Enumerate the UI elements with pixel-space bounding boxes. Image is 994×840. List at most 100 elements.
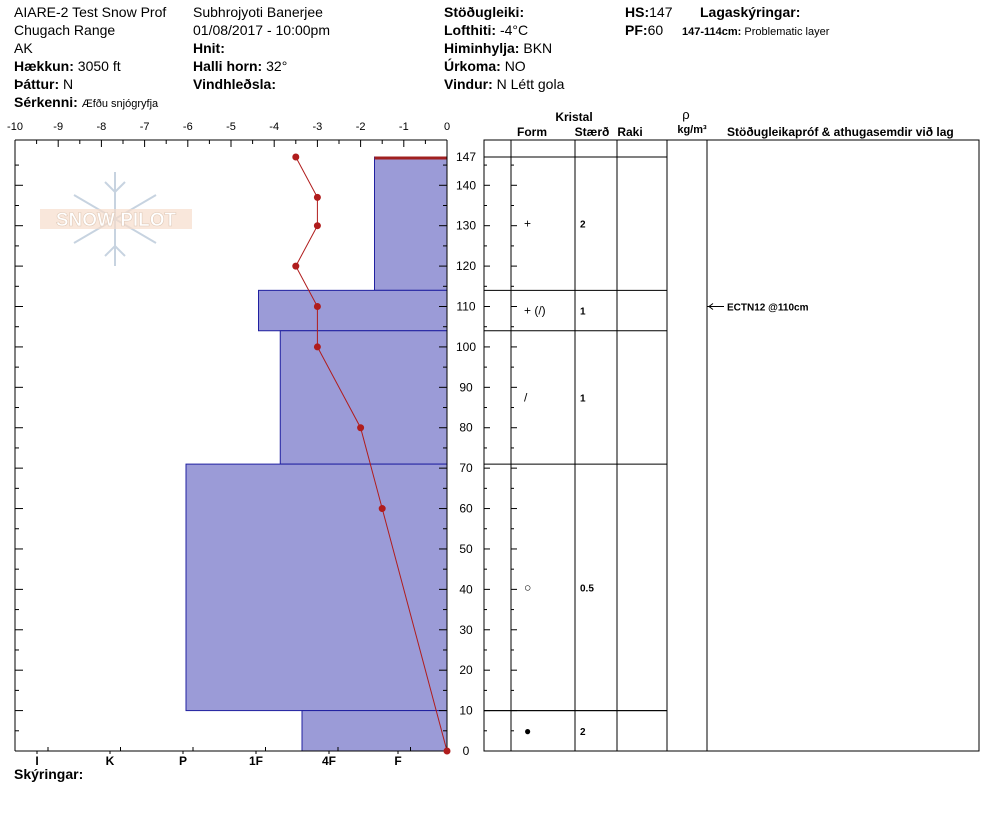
crystal-header: Kristal [555, 110, 592, 124]
grain-size: 2 [580, 220, 586, 231]
legend-title: Lagaskýringar: [700, 4, 801, 20]
slope: Halli horn: 32° [193, 58, 288, 74]
wind-loading: Vindhleðsla: [193, 76, 276, 92]
elevation: Hækkun: 3050 ft [14, 58, 121, 74]
temp-tick-label: 0 [444, 121, 450, 133]
hs: HS:147 [625, 4, 673, 20]
height-tick-label: 70 [459, 461, 473, 475]
profile-axes: -10 -9 -8 -7 -6 -5 -4 -3 -2 -1 0010203040506070809… [7, 121, 517, 768]
height-tick-label: 0 [463, 744, 470, 758]
hardness-bar [258, 289, 448, 332]
hardness-label: F [394, 754, 401, 768]
moisture-header: Raki [617, 125, 642, 139]
header-col3: Stöðugleiki: Lofthiti: -4°C Himinhylja: … [444, 3, 564, 93]
snowflake-icon [73, 172, 157, 266]
sky: Himinhylja: BKN [444, 40, 553, 56]
coords: Hnit: [193, 40, 225, 56]
height-tick-label: 110 [456, 300, 475, 314]
grain-size: 2 [580, 727, 586, 738]
height-tick-label: 10 [459, 704, 473, 718]
legend-entry: 147-114cm: Problematic layer [682, 26, 830, 38]
wind: Vindur: N Létt gola [444, 76, 565, 92]
layer-table: +2 + (/) 1 / 1 ○ 0.5 ● 2 ECTN12 @110cm [483, 139, 980, 752]
table-frame [483, 139, 980, 752]
grain-size: 1 [580, 307, 586, 318]
grain-form: / [524, 390, 528, 404]
range-name: Chugach Range [14, 22, 116, 38]
observer: Subhrojyoti Banerjee [193, 4, 323, 20]
header-col4: HS:147 PF:60 [625, 3, 672, 39]
height-tick-label: 147 [456, 150, 476, 164]
logo-text: SNOW PILOT [56, 210, 177, 231]
temp-point [292, 262, 300, 270]
height-tick-label: 80 [459, 421, 473, 435]
form-header: Form [517, 125, 547, 139]
hardness-bar [185, 463, 448, 712]
height-tick-label: 100 [456, 340, 476, 354]
temp-tick-label: -10 [7, 121, 23, 133]
precip: Úrkoma: NO [444, 58, 526, 74]
temp-tick-label: -1 [399, 121, 409, 133]
features: Sérkenni: Æfðu snjógryfja [14, 94, 159, 110]
height-tick-label: 140 [456, 178, 476, 192]
temp-tick-label: -5 [226, 121, 236, 133]
notes-label: Skýringar: [14, 766, 84, 782]
temp-tick-label: -8 [97, 121, 107, 133]
temp-tick-label: -6 [183, 121, 193, 133]
hardness-label: 4F [322, 754, 336, 768]
height-tick-label: 30 [459, 623, 473, 637]
grain-form: ● [524, 724, 531, 738]
hardness-bar [374, 156, 448, 291]
height-tick-label: 50 [459, 542, 473, 556]
layer-legend: Lagaskýringar: [700, 3, 800, 21]
pf: PF:60 [625, 22, 664, 38]
height-tick-label: 40 [459, 582, 473, 596]
hardness-label: I [35, 754, 38, 768]
temp-point [292, 153, 300, 161]
grain-form: + (/) [524, 304, 546, 318]
site-name: AIARE-2 Test Snow Prof [14, 4, 167, 20]
rho-header: ρ [682, 107, 689, 122]
height-tick-label: 90 [459, 380, 473, 394]
temp-tick-label: -2 [356, 121, 366, 133]
height-tick-label: 120 [456, 259, 476, 273]
size-header: Stærð [575, 125, 610, 139]
stability-test-label: ECTN12 @110cm [727, 303, 809, 314]
grain-size: 1 [580, 393, 586, 404]
grain-form: + [524, 217, 531, 231]
header-col1: AIARE-2 Test Snow Prof Chugach Range AK … [14, 3, 166, 113]
test-arrow-icon [708, 303, 714, 310]
temp-tick-label: -3 [313, 121, 323, 133]
grain-form: ○ [524, 580, 531, 594]
stability: Stöðugleiki: [444, 4, 525, 20]
height-tick-label: 20 [459, 663, 473, 677]
tests-header: Stöðugleikapróf & athugasemdir við lag [727, 125, 954, 139]
hardness-bar [279, 330, 448, 465]
temp-tick-label: -7 [140, 121, 150, 133]
aspect: Þáttur: N [14, 76, 74, 92]
air-temp: Lofthiti: -4°C [444, 22, 529, 38]
temp-point [313, 193, 321, 201]
header-col2: Subhrojyoti Banerjee 01/08/2017 - 10:00p… [193, 3, 330, 93]
temp-point [357, 424, 365, 432]
temp-point [313, 303, 321, 311]
height-tick-label: 130 [456, 219, 476, 233]
hardness-label: 1F [249, 754, 263, 768]
density-unit: kg/m³ [677, 124, 707, 136]
hardness-bar [301, 710, 448, 752]
temp-point [378, 505, 386, 513]
hardness-label: P [179, 754, 187, 768]
temperature-profile [292, 153, 451, 755]
temp-point [313, 222, 321, 230]
temp-point [443, 747, 451, 755]
state: AK [14, 40, 33, 56]
hardness-label: K [106, 754, 115, 768]
temp-tick-label: -9 [53, 121, 63, 133]
temp-tick-label: -4 [269, 121, 279, 133]
grain-size: 0.5 [580, 583, 594, 594]
hardness-layers [185, 156, 448, 752]
height-tick-label: 60 [459, 502, 473, 516]
datetime: 01/08/2017 - 10:00pm [193, 22, 330, 38]
snowpilot-logo: SNOW PILOT [40, 172, 192, 266]
